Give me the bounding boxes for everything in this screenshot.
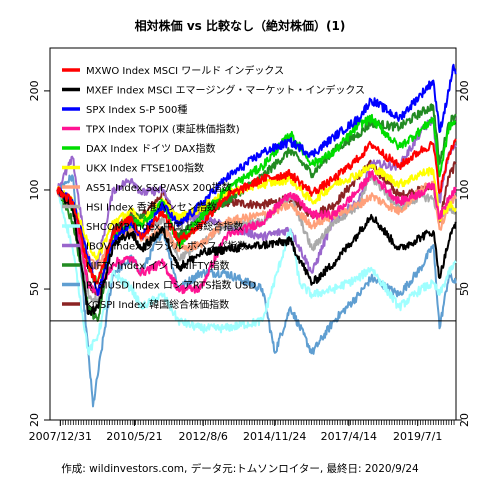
legend-label-5: UKX Index FTSE100指数 xyxy=(86,162,204,175)
series-line-3 xyxy=(56,170,457,297)
legend-label-0: MXWO Index MSCI ワールド インデックス xyxy=(86,64,284,77)
x-tick-label-1: 2010/5/21 xyxy=(106,430,162,443)
axis-layer: 20 20 50 50 100 100 200 200 2007/12/31 2010/5/21 2… xyxy=(28,80,471,443)
x-tick-label-2: 2012/8/6 xyxy=(179,430,228,443)
legend-label-8: SHCOMP Index 中国上海総合指数 xyxy=(86,220,243,233)
series-layer xyxy=(56,63,457,408)
y-tick-label-left-1: 50 xyxy=(28,282,41,296)
x-tick-label-5: 2019/7/1 xyxy=(393,430,442,443)
y-tick-label-right-3: 200 xyxy=(458,80,471,101)
chart-title: 相対株価 vs 比較なし（絶対株価）(1) xyxy=(135,18,346,33)
plot-frame xyxy=(49,47,457,421)
legend-label-4: DAX Index ドイツ DAX指数 xyxy=(86,142,216,155)
legend: MXWO Index MSCI ワールド インデックス MXEF Index MS… xyxy=(62,64,365,311)
x-tick-label-0: 2007/12/31 xyxy=(29,430,92,443)
x-tick-label-3: 2014/11/24 xyxy=(243,430,306,443)
y-tick-label-right-0: 20 xyxy=(458,413,471,427)
series-line-2 xyxy=(56,63,457,296)
x-tick-label-4: 2017/4/14 xyxy=(321,430,377,443)
y-tick-label-right-1: 50 xyxy=(458,282,471,296)
series-line-9 xyxy=(56,116,457,274)
y-tick-label-left-2: 100 xyxy=(28,179,41,200)
y-tick-label-right-2: 100 xyxy=(458,179,471,200)
series-line-0 xyxy=(56,138,457,285)
legend-label-10: NIFTY Index インド NIFTY指数 xyxy=(86,259,230,272)
footer-credit: 作成: wildinvestors.com, データ元:トムソンロイター, 最終… xyxy=(61,462,419,475)
y-tick-label-left-0: 20 xyxy=(28,413,41,427)
legend-label-6: AS51 Index S&P/ASX 200指数 xyxy=(86,181,232,194)
legend-label-1: MXEF Index MSCI エマージング・マーケット・インデックス xyxy=(86,84,365,97)
legend-label-12: KOSPI Index 韓国総合株価指数 xyxy=(86,298,229,311)
legend-label-7: HSI Index 香港ハンセン指数 xyxy=(86,201,217,214)
series-line-8 xyxy=(56,189,457,356)
legend-label-9: IBOV Index ブラジル ボベスパ指数 xyxy=(86,240,247,253)
series-line-1 xyxy=(56,186,457,316)
legend-label-11: RTSIUSD Index ロシアRTS指数 USD xyxy=(86,279,256,292)
legend-label-2: SPX Index S-P 500種 xyxy=(86,103,187,116)
legend-label-3: TPX Index TOPIX (東証株価指数) xyxy=(85,123,240,136)
y-tick-label-left-3: 200 xyxy=(28,80,41,101)
